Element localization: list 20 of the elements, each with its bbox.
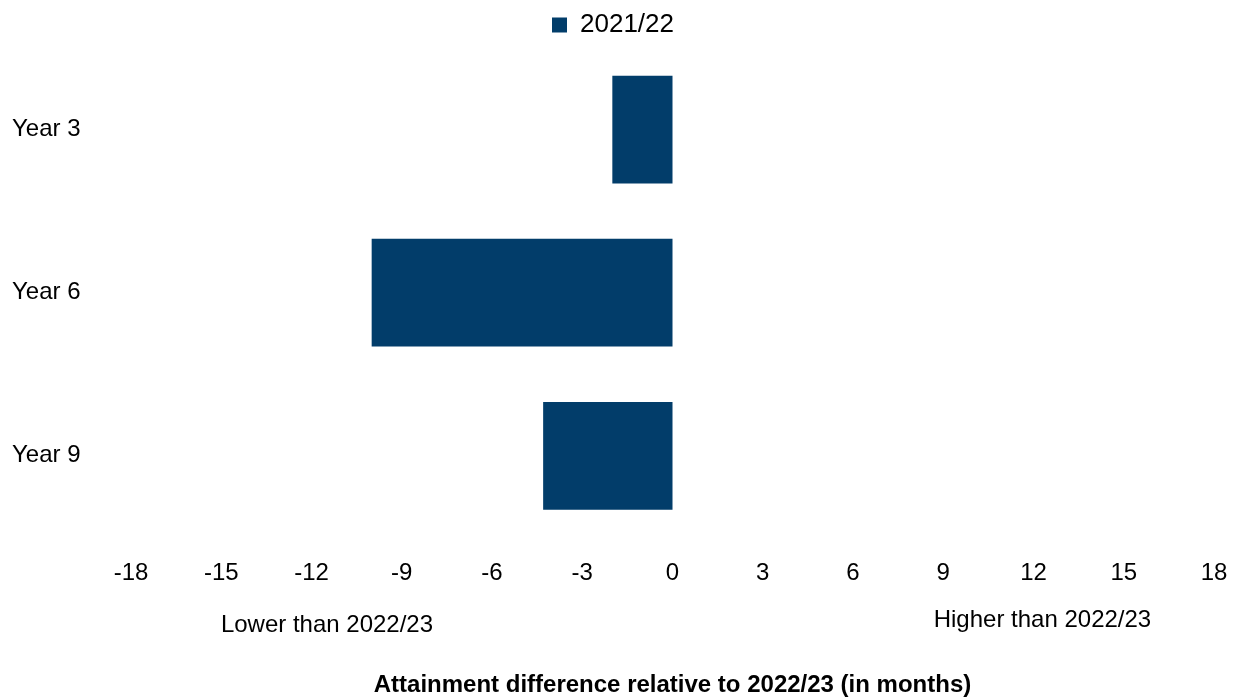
x-tick-label: -9 xyxy=(391,558,413,586)
text: Higher than 2022/23 xyxy=(933,605,1152,633)
text: Lower than 2022/23 xyxy=(220,610,434,638)
x-tick-label: 9 xyxy=(936,558,950,586)
x-tick-label: 15 xyxy=(1110,558,1138,586)
x-tick-label: 3 xyxy=(756,558,770,586)
x-tick-label: -3 xyxy=(571,558,593,586)
x-axis-title: Attainment difference relative to 2022/23 (in months) xyxy=(373,670,972,698)
x-tick-label: 0 xyxy=(665,558,680,586)
legend-label: 2021/22 xyxy=(580,8,674,39)
x-tick-label: -18 xyxy=(113,558,149,586)
y-tick-label: Year 9 xyxy=(12,440,81,468)
y-tick-label: Year 6 xyxy=(12,277,81,305)
y-tick-label: Year 3 xyxy=(12,114,81,142)
x-tick-label: 12 xyxy=(1020,558,1047,586)
x-tick-label: 6 xyxy=(846,558,860,586)
x-tick-label: -12 xyxy=(294,558,329,586)
x-tick-label: -15 xyxy=(203,558,239,586)
x-tick-label: 18 xyxy=(1200,558,1228,586)
x-tick-label: -6 xyxy=(481,558,503,586)
